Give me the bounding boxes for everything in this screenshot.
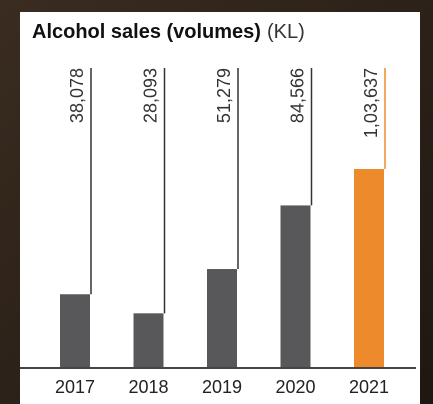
bar — [354, 169, 384, 367]
bar — [281, 205, 311, 367]
x-tick-label: 2017 — [55, 377, 95, 397]
x-tick-label: 2019 — [202, 377, 242, 397]
value-label: 1,03,637 — [361, 68, 381, 138]
bar — [134, 313, 164, 367]
chart: Alcohol sales (volumes) (KL) 38,078 2017 28… — [0, 0, 433, 404]
value-label: 28,093 — [140, 68, 160, 123]
x-tick-label: 2020 — [275, 377, 315, 397]
unit-label: (KL) — [267, 21, 305, 43]
x-tick-label: 2021 — [349, 377, 389, 397]
title-text: Alcohol sales (volumes) — [32, 21, 261, 43]
bar — [207, 269, 237, 367]
x-tick-label: 2018 — [128, 377, 168, 397]
value-label: 51,279 — [214, 68, 234, 123]
value-label: 84,566 — [287, 68, 307, 123]
bar — [60, 294, 90, 367]
value-label: 38,078 — [67, 68, 87, 123]
